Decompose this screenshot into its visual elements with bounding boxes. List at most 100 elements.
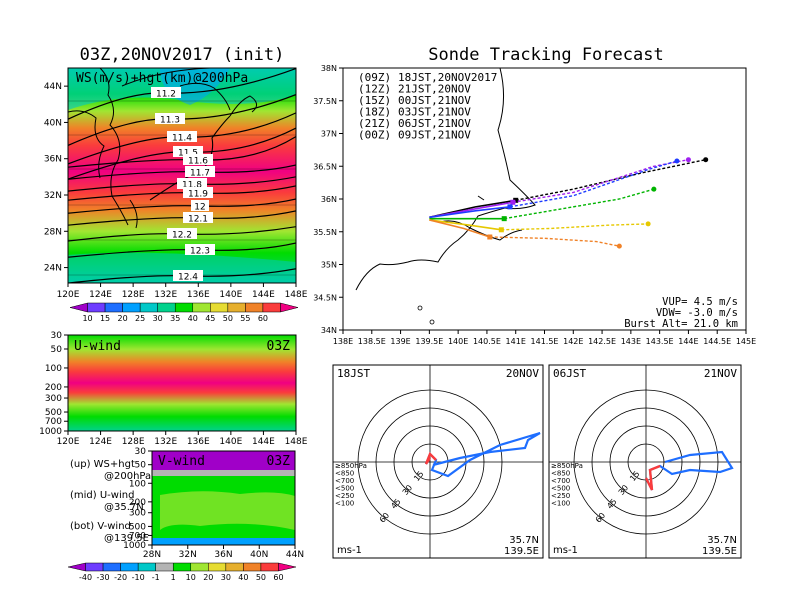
track-descent-line	[509, 160, 678, 208]
v-y-tick-label: 700	[129, 531, 146, 541]
hodograph-frame	[332, 364, 544, 559]
u-x-tick-label: 120E	[57, 437, 80, 447]
note-line2: @200hPa	[104, 471, 151, 482]
track-x-tick-label: 139E	[390, 337, 410, 346]
u-wind-time: 03Z	[267, 339, 291, 354]
map-colorbar-swatch	[122, 302, 141, 313]
track-descent-line	[512, 159, 689, 203]
hodograph-date-left: 18JST	[337, 367, 370, 380]
track-x-tick-label: 138E	[333, 337, 353, 346]
map-colorbar-label: 10	[82, 314, 92, 323]
track-x-tick-label: 140E	[448, 337, 468, 346]
note-line2: @35.7N	[104, 502, 144, 513]
hodograph-pressure-legend: <500	[551, 485, 570, 493]
hodograph-pressure-legend: <100	[335, 500, 354, 508]
track-y-tick-label: 35.5N	[313, 228, 337, 237]
track-y-tick-label: 36.5N	[313, 162, 337, 171]
track-legend-code: (00Z)	[358, 129, 391, 142]
track-ascent-line	[429, 219, 491, 238]
u-x-tick-label: 128E	[122, 437, 145, 447]
hodograph-unit: ms-1	[337, 545, 362, 556]
map-colorbar-swatch	[157, 302, 176, 313]
track-legend-time: 06JST,21NOV	[398, 117, 471, 130]
u-y-tick-label: 30	[51, 331, 63, 341]
track-param: VUP= 4.5 m/s	[662, 296, 738, 308]
uv-colorbar-swatch	[208, 562, 227, 572]
track-legend-time: 09JST,21NOV	[398, 129, 471, 142]
uv-colorbar-label: 10	[186, 573, 196, 582]
note-line1: (mid) U-wind	[70, 490, 134, 501]
map-x-tick-label: 132E	[154, 290, 177, 300]
v-wind-time: 03Z	[267, 454, 291, 469]
contour-label: 11.6	[188, 157, 208, 167]
u-x-tick-label: 136E	[187, 437, 210, 447]
uv-colorbar-label: 40	[238, 573, 248, 582]
map-x-tick-label: 144E	[252, 290, 275, 300]
note-line1: (up) WS+hgt	[70, 459, 135, 470]
u-y-tick-label: 300	[45, 394, 62, 404]
hodograph-pressure-legend: ≥850hPa	[335, 462, 367, 470]
track-y-tick-label: 38N	[321, 64, 337, 73]
map-x-tick-label: 148E	[285, 290, 308, 300]
map-panel: 11.2 11.3 11.4 11.511.6 11.7 11.811.9 12 12.1 12…	[44, 67, 308, 300]
hodograph-unit: ms-1	[553, 545, 578, 556]
map-colorbar-label: 40	[188, 314, 198, 323]
hodograph-station-lon: 139.5E	[702, 546, 737, 557]
track-x-tick-label: 144.5E	[703, 337, 731, 346]
track-x-tick-label: 144E	[678, 337, 698, 346]
hodograph-date-left: 06JST	[553, 367, 586, 380]
u-x-tick-label: 140E	[219, 437, 242, 447]
uv-colorbar-swatch	[225, 562, 244, 572]
map-y-tick-label: 32N	[44, 191, 62, 201]
v-x-tick-label: 36N	[214, 550, 232, 560]
track-ascent-line	[429, 206, 511, 219]
map-y-tick-label: 24N	[44, 264, 62, 274]
uv-colorbar-swatch	[155, 562, 174, 572]
uv-colorbar-label: -10	[132, 573, 145, 582]
v-x-tick-label: 40N	[250, 550, 268, 560]
landing-marker	[674, 158, 680, 164]
contour-label: 11.5	[178, 149, 198, 159]
map-x-tick-label: 128E	[122, 290, 145, 300]
contour-label: 11.8	[182, 181, 202, 191]
map-colorbar-swatch	[262, 302, 281, 313]
right-title: Sonde Tracking Forecast	[428, 45, 663, 65]
contour-label-bg	[183, 187, 213, 198]
hodograph-pressure-legend: <850	[551, 470, 570, 478]
track-ascent-line	[429, 219, 502, 231]
burst-marker	[507, 204, 513, 210]
hodograph-pressure-legend: <250	[551, 492, 570, 500]
contour-label-bg	[183, 154, 213, 165]
u-x-tick-label: 124E	[89, 437, 112, 447]
uv-colorbar-label: 1	[171, 573, 176, 582]
track-x-tick-label: 138.5E	[358, 337, 386, 346]
contour-label-bg	[185, 244, 215, 255]
map-colorbar-swatch	[192, 302, 211, 313]
contour-label: 12.2	[172, 231, 192, 241]
map-colorbar-label: 60	[258, 314, 268, 323]
contour-label: 11.3	[160, 116, 180, 126]
map-colorbar-swatch	[104, 302, 123, 313]
map-colorbar-swatch	[69, 302, 88, 313]
note-line2: @139.5E	[104, 533, 149, 544]
contour-label: 11.2	[156, 90, 176, 100]
uv-colorbar-swatch	[85, 562, 104, 572]
track-legend-code: (15Z)	[358, 94, 391, 107]
map-y-tick-label: 36N	[44, 155, 62, 165]
landing-marker	[685, 157, 691, 163]
map-colorbar-label: 55	[240, 314, 250, 323]
track-y-tick-label: 36N	[321, 195, 337, 204]
v-wind-label: V-wind	[158, 454, 205, 469]
uv-colorbar-swatch	[260, 562, 279, 572]
hodograph-pressure-legend: <250	[335, 492, 354, 500]
u-y-tick-label: 700	[45, 417, 62, 427]
contour-label-bg	[185, 166, 215, 177]
track-x-tick-label: 143E	[621, 337, 641, 346]
uv-colorbar-label: -40	[79, 573, 92, 582]
hodograph-date-right: 21NOV	[704, 367, 737, 380]
map-colorbar-swatch	[139, 302, 158, 313]
contour-label: 12	[194, 203, 205, 213]
v-y-tick-label: 1000	[123, 541, 146, 551]
track-descent-line	[504, 188, 655, 220]
